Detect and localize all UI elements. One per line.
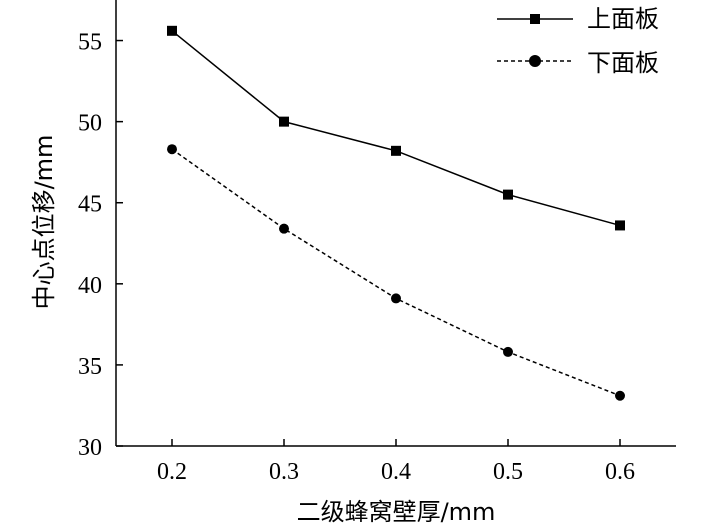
plot-area xyxy=(167,25,625,401)
legend-item-top-panel: 上面板 xyxy=(497,5,659,33)
x-axis-title: 二级蜂窝壁厚/mm xyxy=(297,498,496,526)
data-point-circle xyxy=(391,293,401,304)
x-tick-label: 0.3 xyxy=(269,459,299,485)
data-point-circle xyxy=(279,223,289,234)
y-tick-label: 50 xyxy=(78,111,102,137)
ticks: 30 35 40 45 50 55 0.2 0.3 0.4 0.5 0.6 xyxy=(78,30,635,485)
y-tick-label: 30 xyxy=(78,435,102,461)
legend-item-bottom-panel: 下面板 xyxy=(497,49,659,77)
y-axis-title: 中心点位移/mm xyxy=(30,135,58,310)
series-line-top-panel xyxy=(171,30,621,227)
y-tick-label: 35 xyxy=(78,354,102,380)
x-tick-label: 0.2 xyxy=(157,459,187,485)
data-point-circle xyxy=(167,144,177,155)
y-tick-label: 40 xyxy=(78,273,102,299)
legend-label-top-panel: 上面板 xyxy=(587,5,659,33)
x-tick-label: 0.6 xyxy=(605,459,635,485)
y-tick-label: 55 xyxy=(78,30,102,56)
data-point-square xyxy=(279,116,289,127)
data-point-square xyxy=(503,189,513,200)
series-line-bottom-panel xyxy=(171,148,621,397)
legend-label-bottom-panel: 下面板 xyxy=(587,49,659,77)
x-tick-label: 0.4 xyxy=(381,459,411,485)
y-tick-label: 45 xyxy=(78,192,102,218)
data-point-square xyxy=(391,145,401,156)
data-point-square xyxy=(167,25,177,36)
legend: 上面板 下面板 xyxy=(497,5,659,77)
x-tick-label: 0.5 xyxy=(493,459,523,485)
data-point-circle xyxy=(503,346,513,357)
data-point-circle xyxy=(615,390,625,401)
legend-marker-circle xyxy=(529,55,541,67)
data-point-square xyxy=(615,220,625,231)
legend-marker-square xyxy=(530,14,540,24)
